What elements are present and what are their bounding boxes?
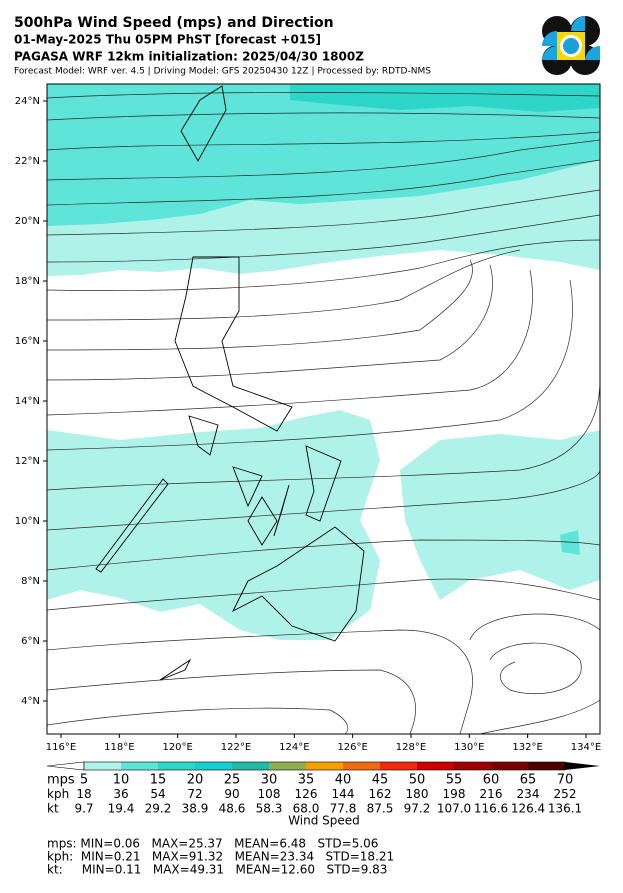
coastlines — [95, 85, 365, 681]
stat-line: mps: MIN=0.06 MAX=25.37 MEAN=6.48 STD=5.… — [47, 837, 378, 851]
colorbar: mps 5 10 15 20 25 30 35 40 45 50 55 60 65 70 kph 18 36 54 7… — [46, 761, 600, 816]
lat-label: 24°N — [15, 96, 40, 107]
colorbar-value: 97.2 — [404, 802, 431, 816]
colorbar-value: 126 — [295, 787, 318, 801]
lat-label: 20°N — [15, 216, 40, 227]
colorbar-value: 55 — [446, 773, 463, 788]
colorbar-segment — [528, 762, 565, 770]
colorbar-value: 87.5 — [367, 802, 394, 816]
colorbar-value: 180 — [406, 787, 429, 801]
colorbar-segment — [306, 762, 343, 770]
colorbar-segment — [121, 762, 158, 770]
colorbar-value: 216 — [480, 787, 503, 801]
lon-label: 126°E — [337, 742, 367, 753]
colorbar-value: 126.4 — [511, 802, 545, 816]
colorbar-value: 162 — [369, 787, 392, 801]
colorbar-value: 45 — [372, 773, 389, 788]
colorbar-value: 30 — [261, 773, 278, 788]
colorbar-outline — [83, 761, 566, 771]
colorbar-value: 90 — [224, 787, 239, 801]
lon-label: 128°E — [396, 742, 426, 753]
lat-label: 18°N — [15, 276, 40, 287]
axes: 24°N 22°N 20°N 18°N 16°N 14°N 12°N 10°N 8°N 6°N 4°… — [15, 96, 601, 753]
colorbar-value: 9.7 — [74, 802, 93, 816]
unit-label: mps — [47, 773, 75, 788]
streamlines — [47, 92, 600, 734]
title: 500hPa Wind Speed (mps) and Direction — [14, 15, 334, 31]
colorbar-value: 107.0 — [437, 802, 471, 816]
colorbar-value: 54 — [150, 787, 165, 801]
stats: mps: MIN=0.06 MAX=25.37 MEAN=6.48 STD=5.… — [47, 837, 394, 877]
subtitle: PAGASA WRF 12km initialization: 2025/04/… — [14, 50, 364, 64]
colorbar-value: 77.8 — [330, 802, 357, 816]
colorbar-value: 116.6 — [474, 802, 508, 816]
colorbar-segment — [417, 762, 454, 770]
lat-label: 16°N — [15, 336, 40, 347]
colorbar-value: 252 — [554, 787, 577, 801]
colorbar-segment — [491, 762, 528, 770]
lon-label: 116°E — [46, 742, 76, 753]
colorbar-segment — [454, 762, 491, 770]
colorbar-value: 18 — [76, 787, 91, 801]
lon-label: 120°E — [162, 742, 192, 753]
colorbar-value: 15 — [150, 773, 167, 788]
stat-line: kph: MIN=0.21 MAX=91.32 MEAN=23.34 STD=1… — [47, 850, 394, 864]
colorbar-value: 198 — [443, 787, 466, 801]
stat-line: kt: MIN=0.11 MAX=49.31 MEAN=12.60 STD=9.… — [47, 863, 387, 877]
colorbar-value: 40 — [335, 773, 352, 788]
colorbar-value: 234 — [517, 787, 540, 801]
colorbar-label: Wind Speed — [288, 814, 360, 828]
subtitle: 01-May-2025 Thu 05PM PhST [forecast +015… — [14, 33, 321, 47]
lon-label: 132°E — [512, 742, 542, 753]
lat-label: 4°N — [21, 696, 40, 707]
colorbar-value: 19.4 — [108, 802, 135, 816]
colorbar-value: 108 — [258, 787, 281, 801]
lat-label: 10°N — [15, 516, 40, 527]
lon-label: 122°E — [221, 742, 251, 753]
colorbar-segment — [84, 762, 121, 770]
colorbar-value: 29.2 — [145, 802, 172, 816]
lat-label: 12°N — [15, 456, 40, 467]
colorbar-value: 36 — [113, 787, 128, 801]
colorbar-value: 10 — [113, 773, 130, 788]
colorbar-value: 50 — [409, 773, 426, 788]
colorbar-value: 58.3 — [256, 802, 283, 816]
map-frame — [46, 83, 601, 735]
colorbar-segment — [158, 762, 195, 770]
lon-label: 124°E — [279, 742, 309, 753]
lat-label: 8°N — [21, 576, 40, 587]
colorbar-value: 5 — [80, 773, 88, 788]
colorbar-under — [46, 761, 85, 771]
colorbar-segment — [380, 762, 417, 770]
colorbar-value: 60 — [483, 773, 500, 788]
lon-label: 130°E — [454, 742, 484, 753]
colorbar-value: 72 — [187, 787, 202, 801]
colorbar-segment — [269, 762, 306, 770]
colorbar-value: 65 — [520, 773, 537, 788]
colorbar-segment — [195, 762, 232, 770]
lat-label: 14°N — [15, 396, 40, 407]
unit-label: kph — [47, 787, 69, 801]
colorbar-value: 136.1 — [548, 802, 582, 816]
unit-label: kt — [47, 802, 59, 816]
logo — [542, 16, 600, 75]
credits: Forecast Model: WRF ver. 4.5 | Driving M… — [14, 67, 431, 77]
colorbar-value: 25 — [224, 773, 241, 788]
map — [47, 84, 600, 734]
colorbar-value: 20 — [187, 773, 204, 788]
colorbar-value: 144 — [332, 787, 355, 801]
lon-label: 118°E — [104, 742, 134, 753]
lat-label: 22°N — [15, 156, 40, 167]
colorbar-value: 35 — [298, 773, 315, 788]
colorbar-value: 38.9 — [182, 802, 209, 816]
lon-label: 134°E — [571, 742, 601, 753]
colorbar-segment — [232, 762, 269, 770]
colorbar-value: 68.0 — [293, 802, 320, 816]
colorbar-segment — [343, 762, 380, 770]
colorbar-over — [565, 762, 600, 770]
colorbar-value: 48.6 — [219, 802, 246, 816]
lat-label: 6°N — [21, 636, 40, 647]
colorbar-value: 70 — [557, 773, 574, 788]
